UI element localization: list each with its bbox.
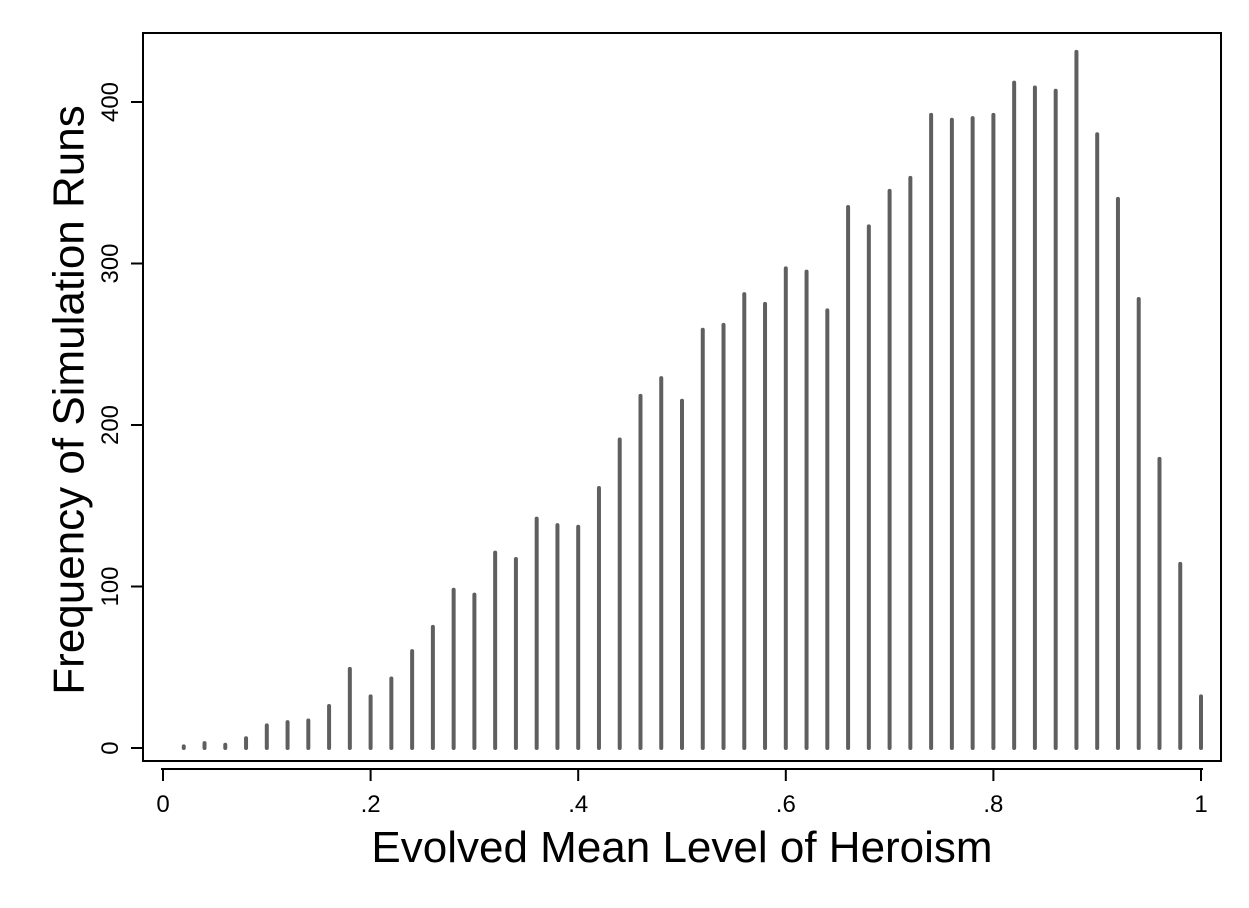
y-tick-label: 400 bbox=[97, 82, 124, 122]
y-tick-label: 200 bbox=[97, 405, 124, 445]
x-axis: 0 .2 .4 .6 .8 1 bbox=[156, 768, 1208, 818]
y-tick-label: 0 bbox=[97, 741, 124, 754]
x-axis-title: Evolved Mean Level of Heroism bbox=[371, 823, 992, 872]
y-tick-label: 300 bbox=[97, 243, 124, 283]
y-axis: 0 100 200 300 400 bbox=[97, 33, 144, 761]
x-tick-label: .2 bbox=[361, 791, 381, 818]
y-axis-title: Frequency of Simulation Runs bbox=[45, 105, 94, 694]
bars-group bbox=[181, 49, 1203, 750]
x-tick-label: .4 bbox=[568, 791, 588, 818]
y-tick-label: 100 bbox=[97, 566, 124, 606]
x-tick-label: .8 bbox=[983, 791, 1003, 818]
x-tick-label: 0 bbox=[156, 791, 169, 818]
x-tick-label: 1 bbox=[1194, 791, 1207, 818]
x-tick-label: .6 bbox=[776, 791, 796, 818]
